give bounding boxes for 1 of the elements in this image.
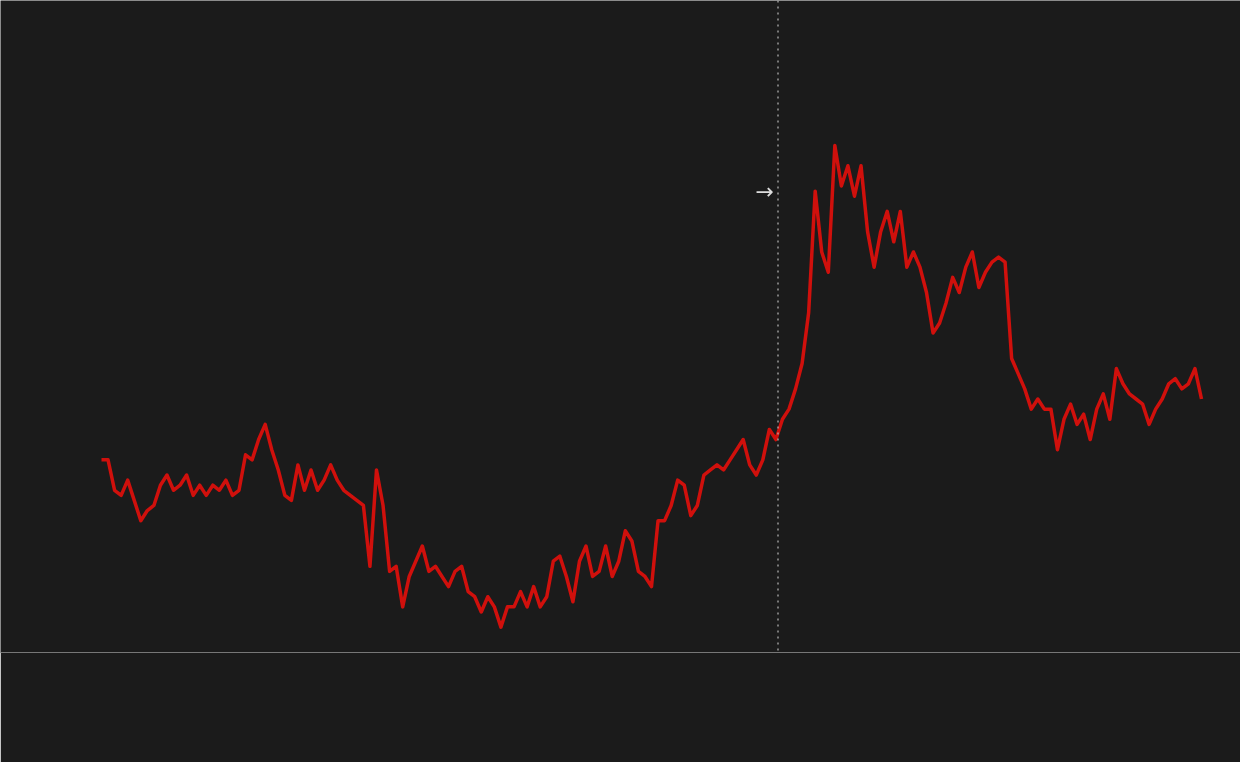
- annotation: →: [755, 178, 774, 204]
